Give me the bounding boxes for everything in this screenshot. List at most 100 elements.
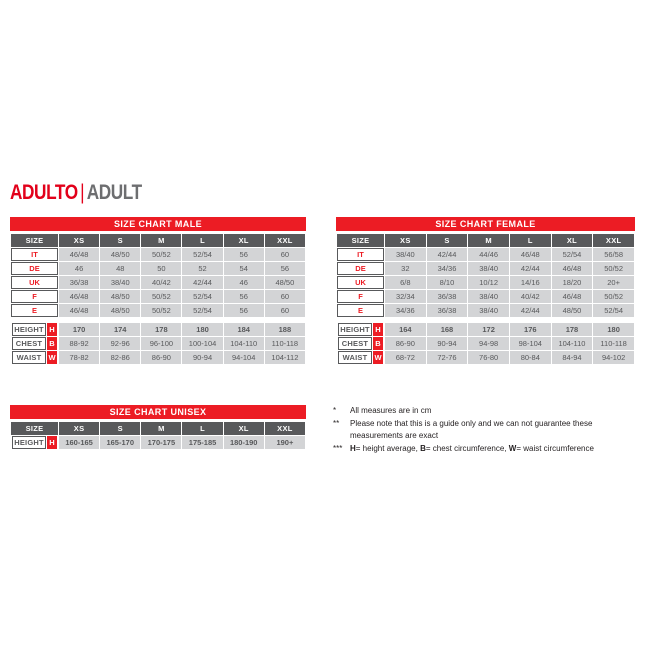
table-row: UK 36/38 38/40 40/42 42/44 46 48/50: [11, 276, 305, 289]
table-cell: 50/52: [141, 248, 182, 261]
measure-label-height: HEIGHT: [12, 436, 46, 449]
column-header-l: L: [182, 234, 223, 247]
table-cell: 36/38: [426, 304, 468, 317]
footnote-item: * All measures are in cm: [333, 405, 645, 418]
column-header-xxl: XXL: [264, 234, 305, 247]
table-cell: 96-100: [141, 337, 182, 350]
column-header-xl: XL: [223, 422, 264, 435]
table-cell: 38/40: [100, 276, 141, 289]
measure-badge-b: B: [373, 337, 383, 350]
table-cell: 50: [141, 262, 182, 275]
size-chart-unisex-heading: SIZE CHART UNISEX: [10, 405, 306, 419]
table-cell: 46: [223, 276, 264, 289]
table-cell: 34/36: [385, 304, 426, 317]
table-cell: 178: [551, 323, 593, 336]
column-header-m: M: [141, 234, 182, 247]
table-row: WAIST W 78-82 82-86 86-90 90-94 94-104 104-112: [11, 351, 305, 364]
table-cell: 46/48: [551, 290, 593, 303]
footnote-key: B: [420, 443, 426, 453]
footnote-phrase: = height average,: [355, 443, 421, 453]
table-cell: 88-92: [59, 337, 100, 350]
table-cell: 48/50: [100, 290, 141, 303]
row-spacer-cell: [337, 318, 634, 322]
table-cell: 32/34: [385, 290, 426, 303]
footnote-marker: **: [333, 418, 340, 428]
column-header-size: SIZE: [337, 234, 384, 247]
table-cell: 110-118: [264, 337, 305, 350]
table-row: F 46/48 48/50 50/52 52/54 56 60: [11, 290, 305, 303]
table-cell: 46/48: [59, 248, 100, 261]
page-title-separator: |: [80, 181, 85, 204]
measure-label-height: HEIGHT: [12, 323, 46, 336]
table-cell: 48/50: [551, 304, 593, 317]
row-label-it: IT: [11, 248, 58, 261]
table-cell: 52/54: [182, 290, 223, 303]
table-row: HEIGHT H 164 168 172 176 178 180: [337, 323, 634, 336]
table-cell: 40/42: [141, 276, 182, 289]
table-cell: 68-72: [385, 351, 426, 364]
table-row: E 34/36 36/38 38/40 42/44 48/50 52/54: [337, 304, 634, 317]
table-row: E 46/48 48/50 50/52 52/54 56 60: [11, 304, 305, 317]
table-row: CHEST B 88-92 92-96 96-100 100-104 104-110 110-…: [11, 337, 305, 350]
row-spacer: [11, 318, 305, 322]
table-cell: 174: [100, 323, 141, 336]
column-header-l: L: [182, 422, 223, 435]
footnote-phrase: Please note that this is a guide only an…: [350, 418, 593, 441]
table-cell: 164: [385, 323, 426, 336]
measure-label-cell: CHEST B: [337, 337, 384, 350]
footnote-item: ** Please note that this is a guide only …: [333, 418, 645, 443]
table-cell: 38/40: [385, 248, 426, 261]
table-cell: 184: [223, 323, 264, 336]
table-cell: 86-90: [141, 351, 182, 364]
measure-badge-h: H: [47, 436, 57, 449]
footnote-phrase: All measures are in cm: [350, 406, 432, 415]
row-spacer-cell: [11, 318, 305, 322]
table-cell: 165-170: [100, 436, 141, 449]
table-cell: 20+: [593, 276, 634, 289]
row-label-de: DE: [11, 262, 58, 275]
column-header-size: SIZE: [11, 234, 58, 247]
table-cell: 90-94: [182, 351, 223, 364]
table-cell: 38/40: [468, 262, 509, 275]
table-cell: 52/54: [182, 304, 223, 317]
size-chart-unisex: SIZE CHART UNISEX SIZE XS S M L XL XXL HEIGHT H 1…: [10, 405, 306, 450]
measure-label-chest: CHEST: [338, 337, 372, 350]
table-cell: 56: [223, 304, 264, 317]
table-cell: 38/40: [468, 290, 509, 303]
measure-label-cell: HEIGHT H: [11, 436, 58, 449]
table-cell: 34/36: [426, 262, 468, 275]
row-label-e: E: [11, 304, 58, 317]
measure-badge-w: W: [373, 351, 383, 364]
footnote-marker: *: [333, 406, 337, 415]
table-cell: 100-104: [182, 337, 223, 350]
table-cell: 104-110: [223, 337, 264, 350]
table-cell: 52/54: [182, 248, 223, 261]
table-cell: 32: [385, 262, 426, 275]
column-header-m: M: [468, 234, 509, 247]
table-row: HEIGHT H 160-165 165-170 170-175 175-185 180-1…: [11, 436, 305, 449]
table-cell: 48/50: [100, 304, 141, 317]
table-cell: 48/50: [264, 276, 305, 289]
measure-label-waist: WAIST: [12, 351, 46, 364]
table-cell: 36/38: [59, 276, 100, 289]
table-cell: 178: [141, 323, 182, 336]
table-cell: 94-98: [468, 337, 509, 350]
table-cell: 48: [100, 262, 141, 275]
footnote-marker: ***: [333, 443, 343, 453]
column-header-s: S: [100, 422, 141, 435]
measure-label-chest: CHEST: [12, 337, 46, 350]
table-cell: 18/20: [551, 276, 593, 289]
table-cell: 60: [264, 290, 305, 303]
table-cell: 72-76: [426, 351, 468, 364]
table-row: WAIST W 68-72 72-76 76-80 80-84 84-94 94-102: [337, 351, 634, 364]
footnote-phrase: = chest circumference,: [425, 443, 509, 453]
size-chart-male-table: SIZE XS S M L XL XXL IT 46/48 48/50 50/52 52/54 56 60…: [10, 233, 306, 365]
table-cell: 170-175: [141, 436, 182, 449]
table-cell: 50/52: [141, 304, 182, 317]
footnote-text: All measures are in cm: [350, 405, 645, 418]
table-cell: 46/48: [551, 262, 593, 275]
column-header-xxl: XXL: [264, 422, 305, 435]
table-cell: 40/42: [509, 290, 551, 303]
table-cell: 180: [593, 323, 634, 336]
table-cell: 60: [264, 248, 305, 261]
